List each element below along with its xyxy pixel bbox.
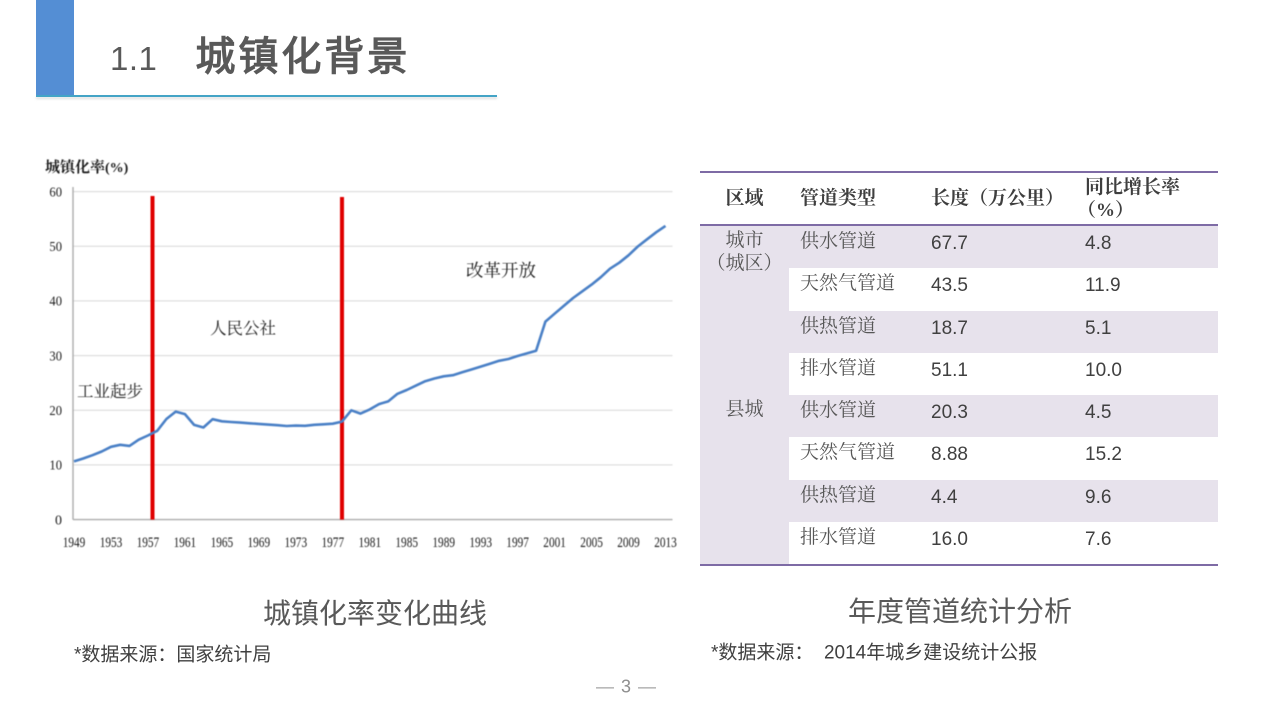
svg-text:工业起步: 工业起步: [77, 382, 143, 401]
svg-text:城镇化率(%): 城镇化率(%): [45, 158, 129, 176]
svg-text:2001: 2001: [543, 535, 566, 551]
svg-text:1993: 1993: [469, 535, 492, 551]
svg-text:改革开放: 改革开放: [466, 261, 536, 281]
svg-text:60: 60: [49, 185, 62, 200]
svg-text:40: 40: [49, 295, 62, 310]
svg-text:人民公社: 人民公社: [210, 319, 276, 338]
svg-text:10: 10: [49, 459, 62, 474]
svg-text:1953: 1953: [100, 535, 123, 551]
svg-text:1989: 1989: [432, 535, 455, 551]
svg-text:1961: 1961: [174, 535, 197, 551]
svg-text:1949: 1949: [63, 535, 86, 551]
svg-text:30: 30: [49, 349, 62, 364]
svg-text:1965: 1965: [211, 535, 234, 551]
svg-text:1981: 1981: [359, 535, 382, 551]
svg-text:1997: 1997: [506, 535, 529, 551]
svg-text:1973: 1973: [285, 535, 308, 551]
svg-text:2005: 2005: [580, 535, 603, 551]
svg-text:50: 50: [49, 240, 62, 255]
svg-text:2013: 2013: [654, 535, 677, 551]
svg-text:1977: 1977: [322, 535, 345, 551]
svg-text:1957: 1957: [137, 535, 160, 551]
svg-text:2009: 2009: [617, 535, 640, 551]
svg-text:1985: 1985: [395, 535, 418, 551]
svg-text:1969: 1969: [248, 535, 271, 551]
svg-text:20: 20: [49, 404, 62, 419]
svg-text:0: 0: [55, 513, 62, 528]
